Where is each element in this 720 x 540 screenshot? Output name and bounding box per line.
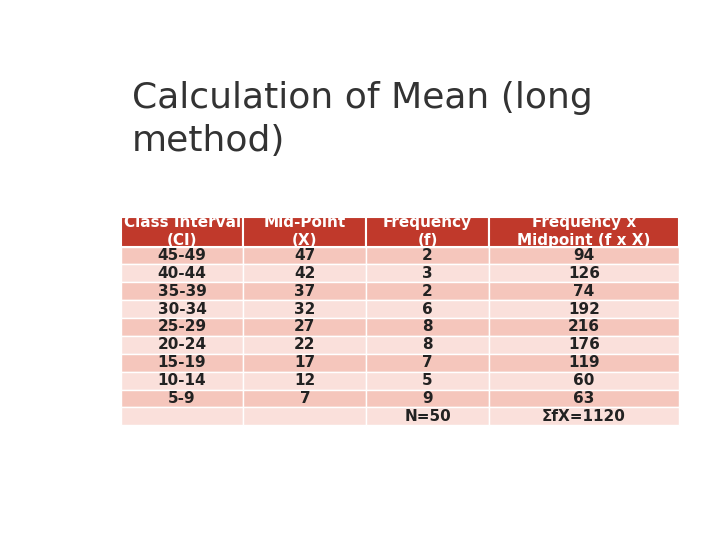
Bar [121, 407, 243, 426]
Bar [243, 407, 366, 426]
Text: 22: 22 [294, 338, 315, 352]
Text: 35-39: 35-39 [158, 284, 207, 299]
Bar [366, 354, 489, 372]
Text: Calculation of Mean (long
method): Calculation of Mean (long method) [132, 82, 593, 158]
Bar [489, 265, 679, 282]
Bar [121, 318, 243, 336]
Bar [121, 354, 243, 372]
Bar [243, 372, 366, 389]
Text: 47: 47 [294, 248, 315, 263]
Text: 12: 12 [294, 373, 315, 388]
Bar [489, 282, 679, 300]
Text: 7: 7 [422, 355, 433, 370]
Text: 10-14: 10-14 [158, 373, 207, 388]
Bar [489, 354, 679, 372]
Bar [489, 217, 679, 246]
Text: 40-44: 40-44 [158, 266, 207, 281]
Bar [366, 372, 489, 389]
Bar [366, 217, 489, 246]
Text: 15-19: 15-19 [158, 355, 207, 370]
Bar [489, 318, 679, 336]
Text: 30-34: 30-34 [158, 301, 207, 316]
Bar [489, 372, 679, 389]
Text: 32: 32 [294, 301, 315, 316]
Text: 216: 216 [568, 320, 600, 334]
Bar [121, 300, 243, 318]
Text: 8: 8 [422, 320, 433, 334]
Text: 42: 42 [294, 266, 315, 281]
Bar [243, 336, 366, 354]
Bar [121, 389, 243, 407]
Bar [489, 300, 679, 318]
Text: 45-49: 45-49 [158, 248, 207, 263]
Bar [121, 217, 243, 246]
Text: 7: 7 [300, 391, 310, 406]
Text: 176: 176 [568, 338, 600, 352]
Text: 8: 8 [422, 338, 433, 352]
Text: 126: 126 [568, 266, 600, 281]
Text: 192: 192 [568, 301, 600, 316]
Bar [366, 407, 489, 426]
Bar [366, 318, 489, 336]
Bar [243, 354, 366, 372]
Bar [366, 389, 489, 407]
Text: 60: 60 [573, 373, 595, 388]
Text: 63: 63 [573, 391, 595, 406]
Text: 2: 2 [422, 284, 433, 299]
Text: 74: 74 [573, 284, 595, 299]
Bar [121, 246, 243, 265]
Bar [489, 246, 679, 265]
Text: 27: 27 [294, 320, 315, 334]
Bar [366, 246, 489, 265]
Bar [243, 318, 366, 336]
Bar [121, 372, 243, 389]
Bar [243, 217, 366, 246]
Text: 17: 17 [294, 355, 315, 370]
Text: Mid-Point
(X): Mid-Point (X) [264, 215, 346, 248]
Text: 37: 37 [294, 284, 315, 299]
Text: 20-24: 20-24 [158, 338, 207, 352]
Bar [243, 300, 366, 318]
Text: ΣfX=1120: ΣfX=1120 [542, 409, 626, 424]
Bar [121, 336, 243, 354]
Text: 5: 5 [422, 373, 433, 388]
Bar [366, 265, 489, 282]
Bar [243, 282, 366, 300]
Text: Class Interval
(CI): Class Interval (CI) [124, 215, 240, 248]
Bar [366, 336, 489, 354]
Text: 2: 2 [422, 248, 433, 263]
Bar [121, 265, 243, 282]
Bar [489, 336, 679, 354]
Bar [243, 389, 366, 407]
Text: Frequency x
Midpoint (f x X): Frequency x Midpoint (f x X) [517, 215, 650, 248]
Bar [366, 300, 489, 318]
Text: 9: 9 [422, 391, 433, 406]
Bar [243, 265, 366, 282]
Bar [366, 282, 489, 300]
Bar [489, 407, 679, 426]
Text: 6: 6 [422, 301, 433, 316]
Text: 3: 3 [422, 266, 433, 281]
Bar [121, 282, 243, 300]
Bar [243, 246, 366, 265]
Text: 119: 119 [568, 355, 600, 370]
Text: Frequency
(f): Frequency (f) [383, 215, 472, 248]
Text: N=50: N=50 [404, 409, 451, 424]
Text: 5-9: 5-9 [168, 391, 196, 406]
Text: 94: 94 [573, 248, 595, 263]
Text: 25-29: 25-29 [158, 320, 207, 334]
Bar [489, 389, 679, 407]
